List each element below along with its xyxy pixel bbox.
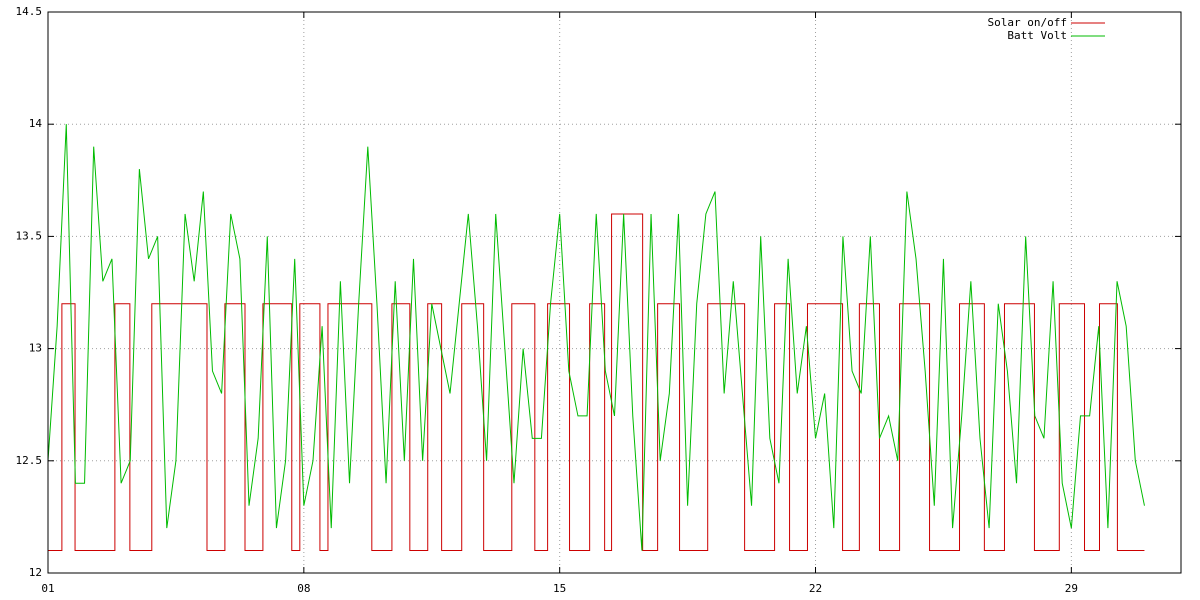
y-tick-label: 12.5 [16, 454, 43, 467]
legend-label: Batt Volt [1007, 29, 1067, 42]
y-tick-label: 14 [29, 117, 43, 130]
y-tick-label: 13 [29, 342, 42, 355]
x-tick-label: 01 [41, 582, 54, 595]
y-tick-label: 14.5 [16, 5, 43, 18]
y-tick-label: 12 [29, 566, 42, 579]
y-tick-label: 13.5 [16, 229, 43, 242]
legend-label: Solar on/off [988, 16, 1067, 29]
series-line [48, 213, 1145, 552]
x-tick-label: 15 [553, 582, 566, 595]
series-line [47, 124, 1145, 551]
plot-border [47, 11, 1182, 574]
x-tick-label: 08 [297, 582, 310, 595]
x-tick-label: 29 [1065, 582, 1078, 595]
x-tick-label: 22 [809, 582, 822, 595]
